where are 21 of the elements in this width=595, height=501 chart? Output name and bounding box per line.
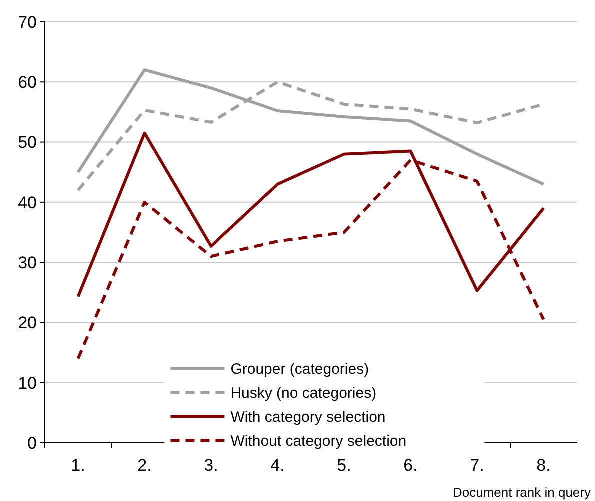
x-tick-label: 4. [270,456,285,475]
x-tick-label: 1. [71,456,86,475]
x-axis-title: Document rank in query [452,485,592,500]
legend-label: With category selection [230,409,386,426]
x-tick-label: 6. [404,456,418,475]
y-tick-label: 70 [18,12,37,32]
y-tick-label: 50 [18,133,37,152]
y-tick-label: 40 [18,193,37,212]
x-tick-label: 2. [138,456,152,475]
y-tick-label: 60 [18,73,37,92]
y-tick-label: 10 [18,374,37,393]
y-tick-label: 30 [18,254,37,273]
legend-label: Without category selection [230,433,407,450]
x-tick-label: 5. [337,456,352,475]
x-tick-label: 7. [470,456,484,475]
legend-label: Husky (no categories) [230,385,377,402]
x-tick-label: 8. [536,456,551,475]
x-tick-label: 3. [204,456,218,475]
legend-label: Grouper (categories) [230,361,370,378]
y-tick-label: 20 [18,314,37,333]
y-tick-label: 0 [28,434,37,453]
